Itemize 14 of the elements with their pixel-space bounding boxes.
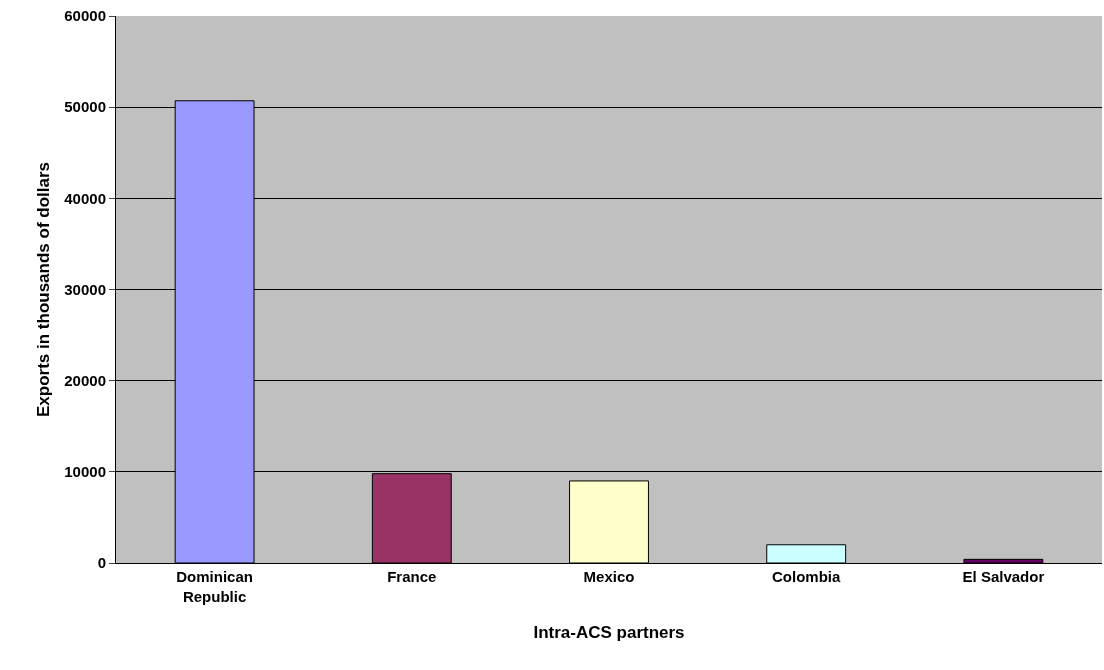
y-axis-title: Exports in thousands of dollars (33, 161, 53, 418)
x-axis-title: Intra-ACS partners (533, 622, 685, 642)
x-tick-label: France (387, 568, 437, 585)
y-tick-label: 0 (97, 554, 106, 572)
y-tick-label: 30000 (64, 280, 106, 298)
x-tick-label: Colombia (772, 568, 842, 585)
y-tick-label: 20000 (64, 371, 106, 389)
x-tick-label: Dominican Republic (176, 568, 253, 605)
y-tick-label: 60000 (64, 7, 106, 25)
y-tick-label: 40000 (64, 189, 106, 207)
y-tick-label: 10000 (64, 463, 106, 481)
y-tick-label: 50000 (64, 98, 106, 116)
x-tick-label: Mexico (583, 568, 635, 585)
x-tick-label: El Salvador (962, 568, 1045, 585)
